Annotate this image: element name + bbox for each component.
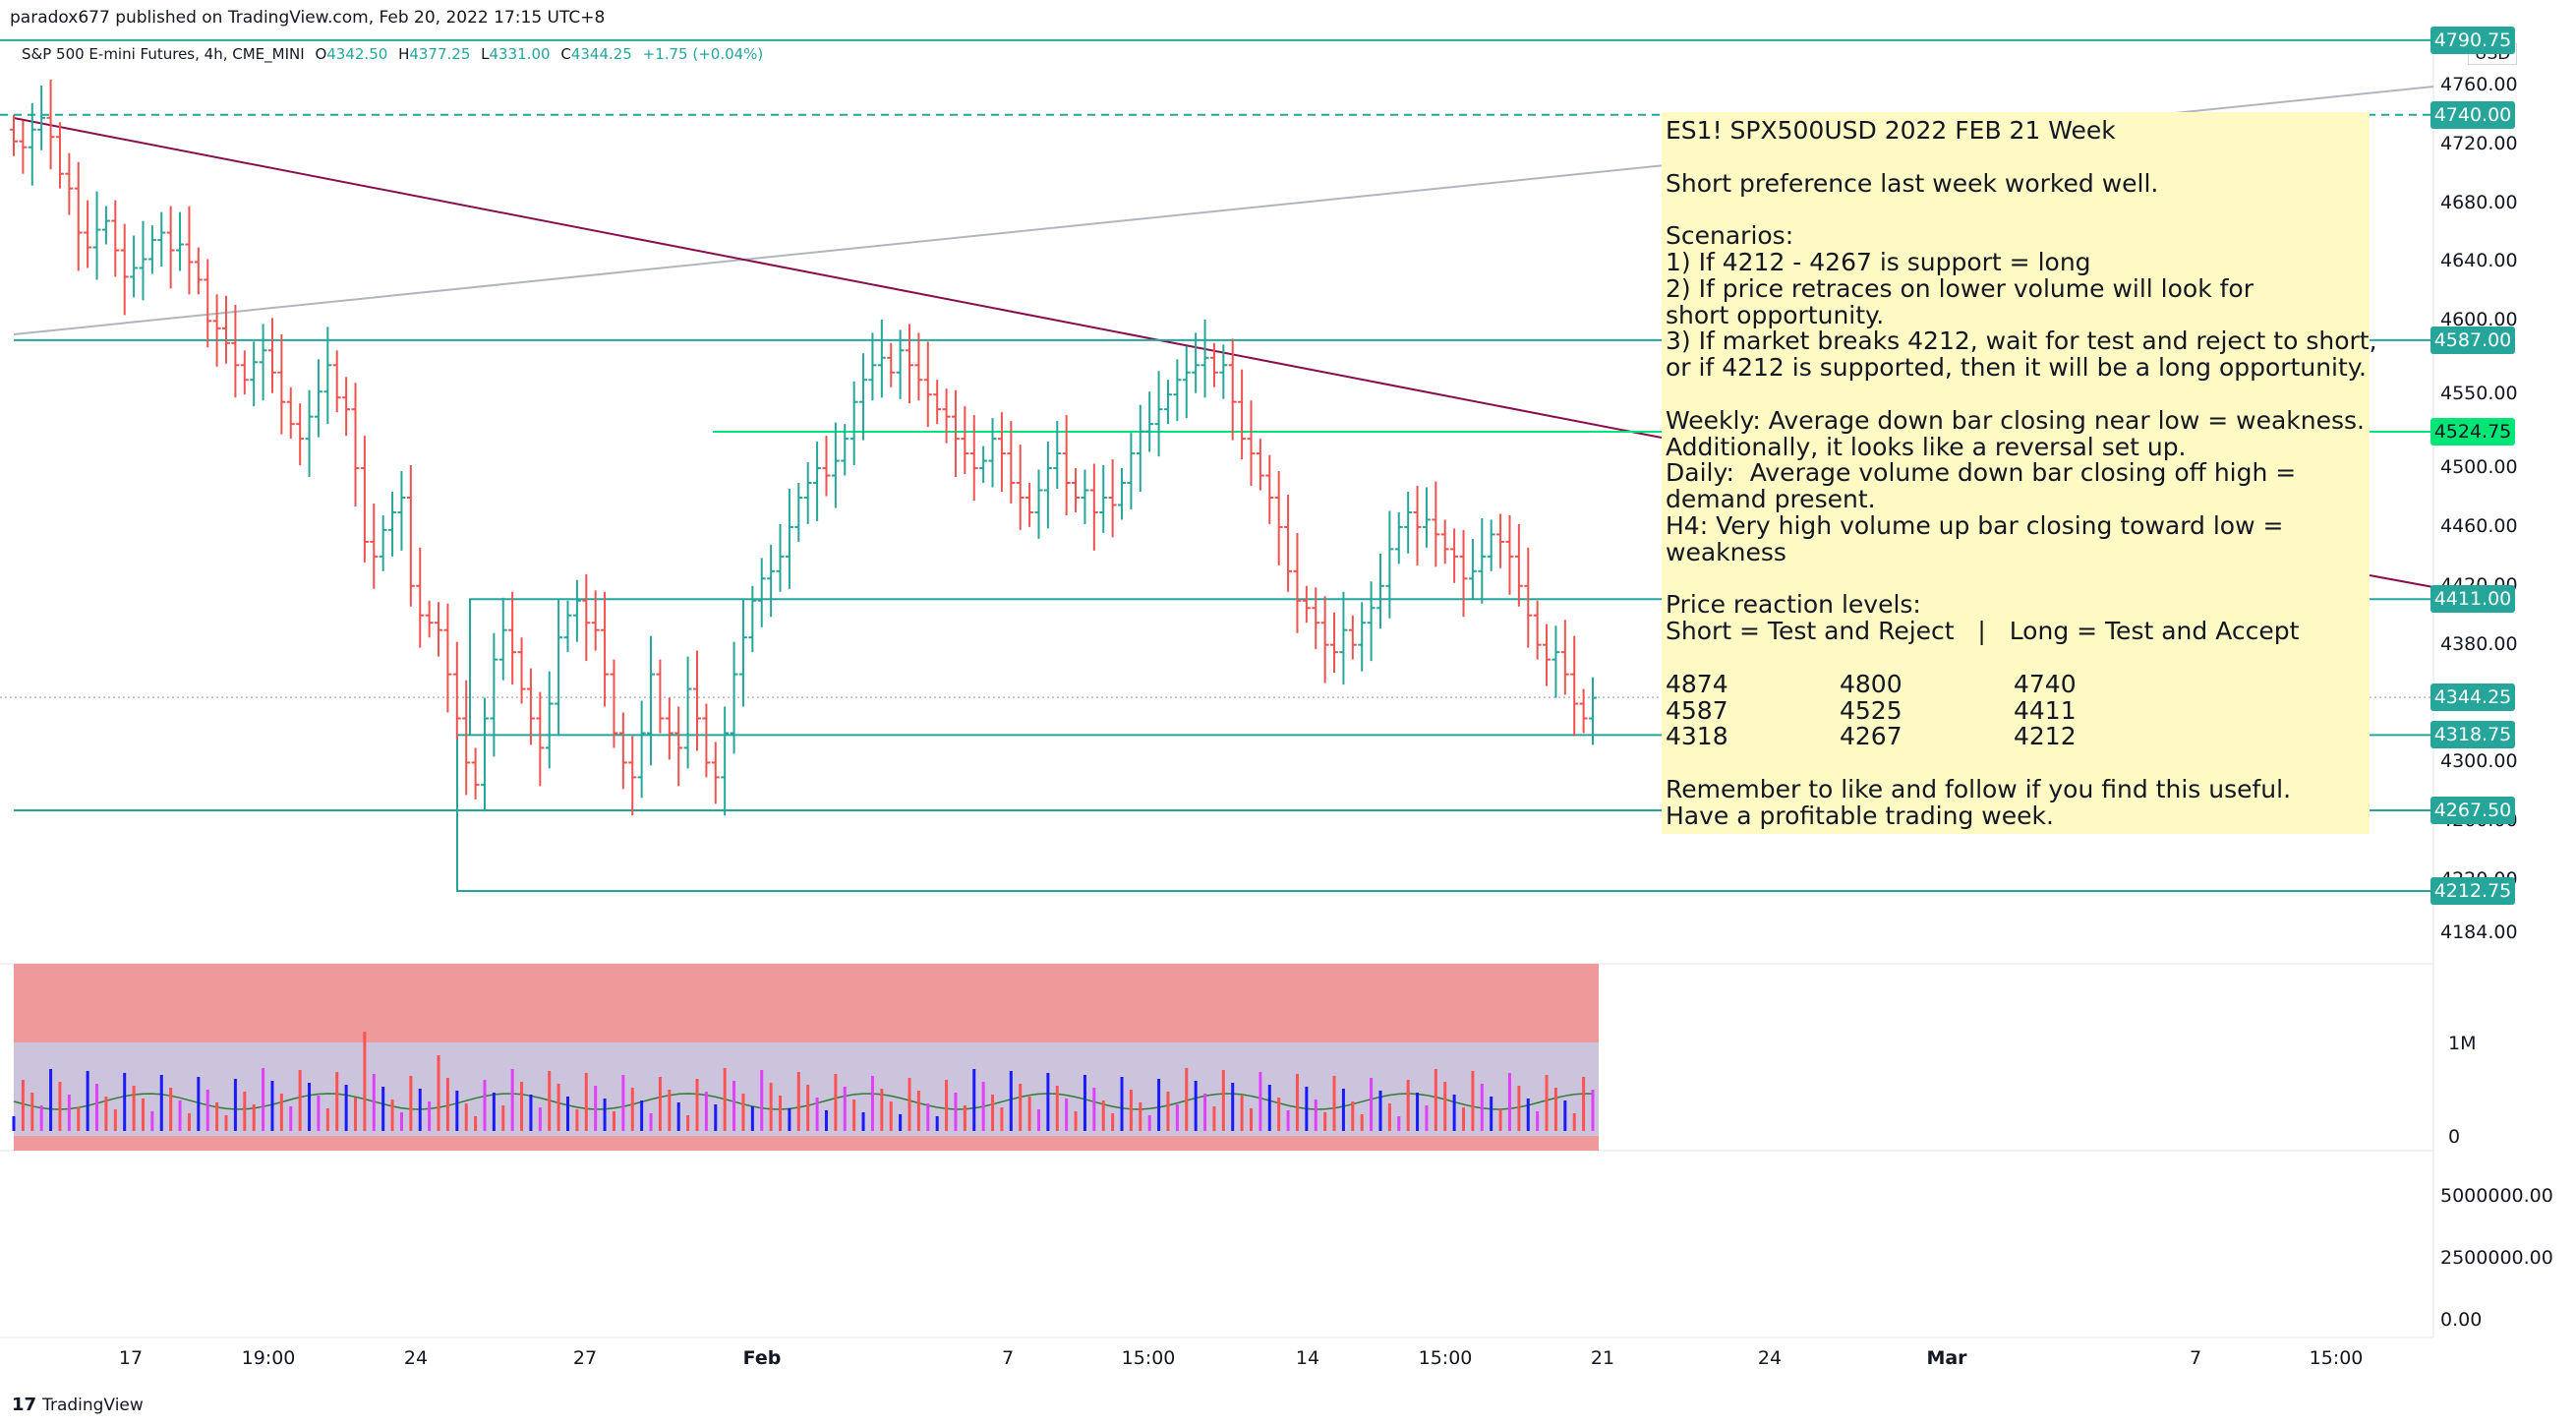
price-tick-label: 4550.00 — [2440, 383, 2518, 405]
symbol-legend[interactable]: S&P 500 E-mini Futures, 4h, CME_MINI O43… — [22, 45, 763, 63]
ohlc-change: +1.75 (+0.04%) — [642, 45, 764, 63]
time-tick-label: 15:00 — [2309, 1347, 2364, 1369]
trend-line-maroon — [13, 117, 1663, 439]
symbol-name: S&P 500 E-mini Futures, 4h, CME_MINI — [22, 45, 305, 63]
footer-brand: TradingView — [42, 1395, 144, 1415]
price-tick-label: 4640.00 — [2440, 250, 2518, 272]
price-tag: 4318.75 — [2430, 721, 2515, 749]
time-tick-label: Mar — [1926, 1347, 1967, 1369]
oscillator-tick-label: 2500000.00 — [2440, 1247, 2553, 1269]
note-line: 3) If market breaks 4212, wait for test … — [1666, 327, 2377, 356]
note-line: 1) If 4212 - 4267 is support = long — [1666, 247, 2091, 276]
levels-row: 4874 4800 4740 — [1666, 669, 2077, 698]
price-tick-label: 4680.00 — [2440, 191, 2518, 213]
levels-row: 4318 4267 4212 — [1666, 722, 2077, 751]
note-line: short opportunity. — [1666, 300, 1885, 329]
time-tick-label: 7 — [2189, 1347, 2202, 1369]
oscillator-tick-label: 0.00 — [2440, 1309, 2483, 1331]
price-tick-label: 4380.00 — [2440, 632, 2518, 655]
levels-row: 4587 4525 4411 — [1666, 695, 2077, 725]
ohlc-open: O4342.50 — [315, 45, 388, 63]
price-tag: 4790.75 — [2430, 26, 2515, 54]
volume-average-line — [13, 1093, 1593, 1110]
price-tag: 4740.00 — [2430, 100, 2515, 129]
note-line: Weekly: Average down bar closing near lo… — [1666, 405, 2365, 435]
trend-line-maroon — [2369, 574, 2434, 588]
analysis-note[interactable]: ES1! SPX500USD 2022 FEB 21 Week Short pr… — [1662, 112, 2377, 834]
volume-tick-label: 1M — [2448, 1033, 2477, 1054]
price-tick-label: 4600.00 — [2440, 309, 2518, 331]
note-line: Remember to like and follow if you find … — [1666, 774, 2292, 803]
note-line: Short = Test and Reject | Long = Test an… — [1666, 617, 2300, 646]
tradingview-footer[interactable]: 𝟭𝟳 TradingView — [12, 1395, 144, 1415]
note-line: Have a profitable trading week. — [1666, 801, 2054, 830]
price-tag: 4212.75 — [2430, 877, 2515, 905]
oscillator-tick-label: 5000000.00 — [2440, 1185, 2553, 1207]
price-tag: 4267.50 — [2430, 797, 2515, 825]
price-tick-label: 4500.00 — [2440, 456, 2518, 479]
price-tag: 4524.75 — [2430, 418, 2515, 446]
price-tick-label: 4720.00 — [2440, 132, 2518, 154]
note-line: Short preference last week worked well. — [1666, 168, 2159, 198]
note-line: or if 4212 is supported, then it will be… — [1666, 353, 2367, 383]
price-tick-label: 4760.00 — [2440, 73, 2518, 95]
time-tick-label: 7 — [1001, 1347, 1015, 1369]
note-line: demand present. — [1666, 485, 1876, 514]
note-line: H4: Very high volume up bar closing towa… — [1666, 510, 2284, 540]
price-tag: 4411.00 — [2430, 585, 2515, 614]
tradingview-logo-icon: 𝟭𝟳 — [12, 1395, 37, 1415]
ohlc-close: C4344.25 — [560, 45, 632, 63]
price-tick-label: 4184.00 — [2440, 921, 2518, 944]
ohlc-high: H4377.25 — [398, 45, 471, 63]
time-tick-label: 24 — [403, 1347, 429, 1369]
note-line: Price reaction levels: — [1666, 590, 1921, 620]
time-tick-label: 15:00 — [1121, 1347, 1176, 1369]
levels-table: 4874 4800 4740 4587 4525 4411 4318 4267 4212 — [1666, 669, 2077, 751]
note-line: Scenarios: — [1666, 221, 1794, 251]
note-line: Daily: Average volume down bar closing o… — [1666, 458, 2297, 488]
note-line: Additionally, it looks like a reversal s… — [1666, 432, 2187, 461]
time-tick-label: 21 — [1590, 1347, 1615, 1369]
level-line — [456, 735, 2433, 893]
time-tick-label: 24 — [1757, 1347, 1783, 1369]
note-line: weakness — [1666, 537, 1786, 566]
time-tick-label: Feb — [742, 1347, 782, 1369]
time-tick-label: 14 — [1295, 1347, 1320, 1369]
time-tick-label: 19:00 — [241, 1347, 296, 1369]
price-tag: 4344.25 — [2430, 683, 2515, 712]
publisher-header: paradox677 published on TradingView.com,… — [10, 8, 606, 28]
price-tick-label: 4460.00 — [2440, 514, 2518, 537]
price-tag: 4587.00 — [2430, 326, 2515, 354]
time-tick-label: 15:00 — [1418, 1347, 1473, 1369]
price-tick-label: 4300.00 — [2440, 750, 2518, 773]
ohlc-low: L4331.00 — [481, 45, 551, 63]
volume-tick-label: 0 — [2448, 1126, 2461, 1148]
time-tick-label: 17 — [118, 1347, 144, 1369]
note-title: ES1! SPX500USD 2022 FEB 21 Week — [1666, 116, 2116, 145]
time-tick-label: 27 — [572, 1347, 598, 1369]
note-line: 2) If price retraces on lower volume wil… — [1666, 273, 2254, 303]
